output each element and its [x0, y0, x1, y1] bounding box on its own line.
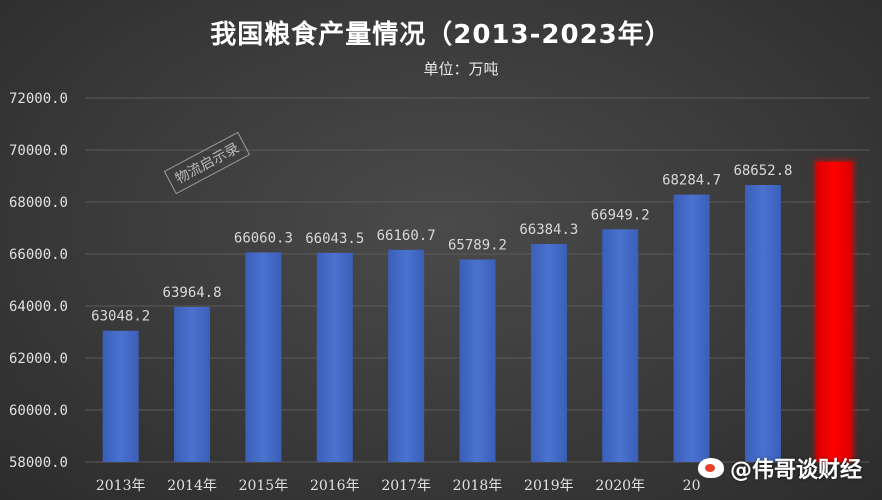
data-label: 63964.8 [163, 285, 222, 301]
brand-text: @伟哥谈财经 [729, 458, 862, 483]
bar [245, 252, 282, 462]
x-tick-label: 2017年 [381, 478, 431, 494]
chart-subtitle: 单位：万吨 [423, 60, 499, 78]
x-tick-label: 2015年 [239, 478, 289, 494]
x-tick-label: 2016年 [310, 478, 360, 494]
bar [673, 194, 710, 463]
weibo-icon [697, 458, 724, 478]
data-label: 66043.5 [305, 231, 364, 247]
bar [388, 249, 425, 462]
x-tick-label: 2019年 [524, 478, 574, 494]
y-tick-label: 62000.0 [9, 351, 68, 367]
bar-highlight [816, 161, 853, 462]
data-label: 66949.2 [591, 207, 650, 223]
data-label: 65789.2 [448, 237, 507, 253]
bar [316, 252, 353, 462]
bar [174, 306, 211, 462]
data-label: 68652.8 [733, 163, 792, 179]
x-tick-label: 20 [683, 478, 701, 494]
y-tick-label: 70000.0 [9, 143, 68, 159]
y-tick-label: 68000.0 [9, 195, 68, 211]
bar [744, 185, 781, 462]
bar [602, 229, 639, 462]
bar [459, 259, 496, 462]
chart-title: 我国粮食产量情况（2013-2023年） [210, 20, 672, 50]
y-tick-label: 66000.0 [9, 247, 68, 263]
y-tick-label: 58000.0 [9, 455, 68, 471]
bar [530, 244, 567, 462]
y-tick-label: 64000.0 [9, 299, 68, 315]
bar [102, 330, 139, 462]
data-label: 66160.7 [377, 228, 436, 244]
data-label: 66060.3 [234, 230, 293, 246]
x-tick-label: 2013年 [96, 478, 146, 494]
data-label: 68284.7 [662, 173, 721, 189]
data-label: 63048.2 [91, 309, 150, 325]
y-tick-label: 72000.0 [9, 91, 68, 107]
x-tick-label: 2020年 [595, 478, 645, 494]
x-tick-label: 2014年 [167, 478, 217, 494]
brand-watermark: @伟哥谈财经 [697, 452, 862, 484]
data-label: 66384.3 [519, 222, 578, 238]
y-tick-label: 60000.0 [9, 403, 68, 419]
x-tick-label: 2018年 [453, 478, 503, 494]
